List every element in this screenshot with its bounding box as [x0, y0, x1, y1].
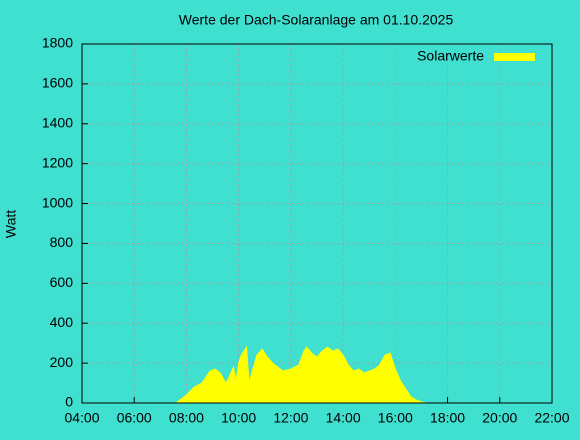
x-tick-label: 04:00: [64, 410, 99, 426]
x-tick-label: 14:00: [326, 410, 361, 426]
x-tick-label: 08:00: [169, 410, 204, 426]
area: [174, 345, 427, 404]
y-tick-label: 400: [50, 314, 74, 330]
chart-title: Werte der Dach-Solaranlage am 01.10.2025: [179, 12, 454, 28]
x-tick-label: 22:00: [534, 410, 569, 426]
y-tick-label: 1200: [42, 154, 73, 170]
y-tick-label: 1400: [42, 114, 73, 130]
x-tick-label: 12:00: [273, 410, 308, 426]
y-tick-label: 200: [50, 354, 74, 370]
x-tick-label: 16:00: [378, 410, 413, 426]
y-axis-label: Watt: [3, 210, 19, 238]
y-tick-label: 1000: [42, 194, 73, 210]
y-tick-label: 0: [65, 394, 73, 410]
y-tick-label: 600: [50, 274, 74, 290]
y-tick-label: 1800: [42, 35, 73, 51]
x-tick-label: 18:00: [430, 410, 465, 426]
y-tick-label: 800: [50, 234, 74, 250]
x-tick-label: 06:00: [117, 410, 152, 426]
legend-swatch: [494, 53, 535, 61]
x-tick-label: 20:00: [482, 410, 517, 426]
y-tick-label: 1600: [42, 75, 73, 91]
x-tick-label: 10:00: [221, 410, 256, 426]
legend-label: Solarwerte: [417, 48, 484, 64]
plot-frame: [81, 43, 553, 404]
